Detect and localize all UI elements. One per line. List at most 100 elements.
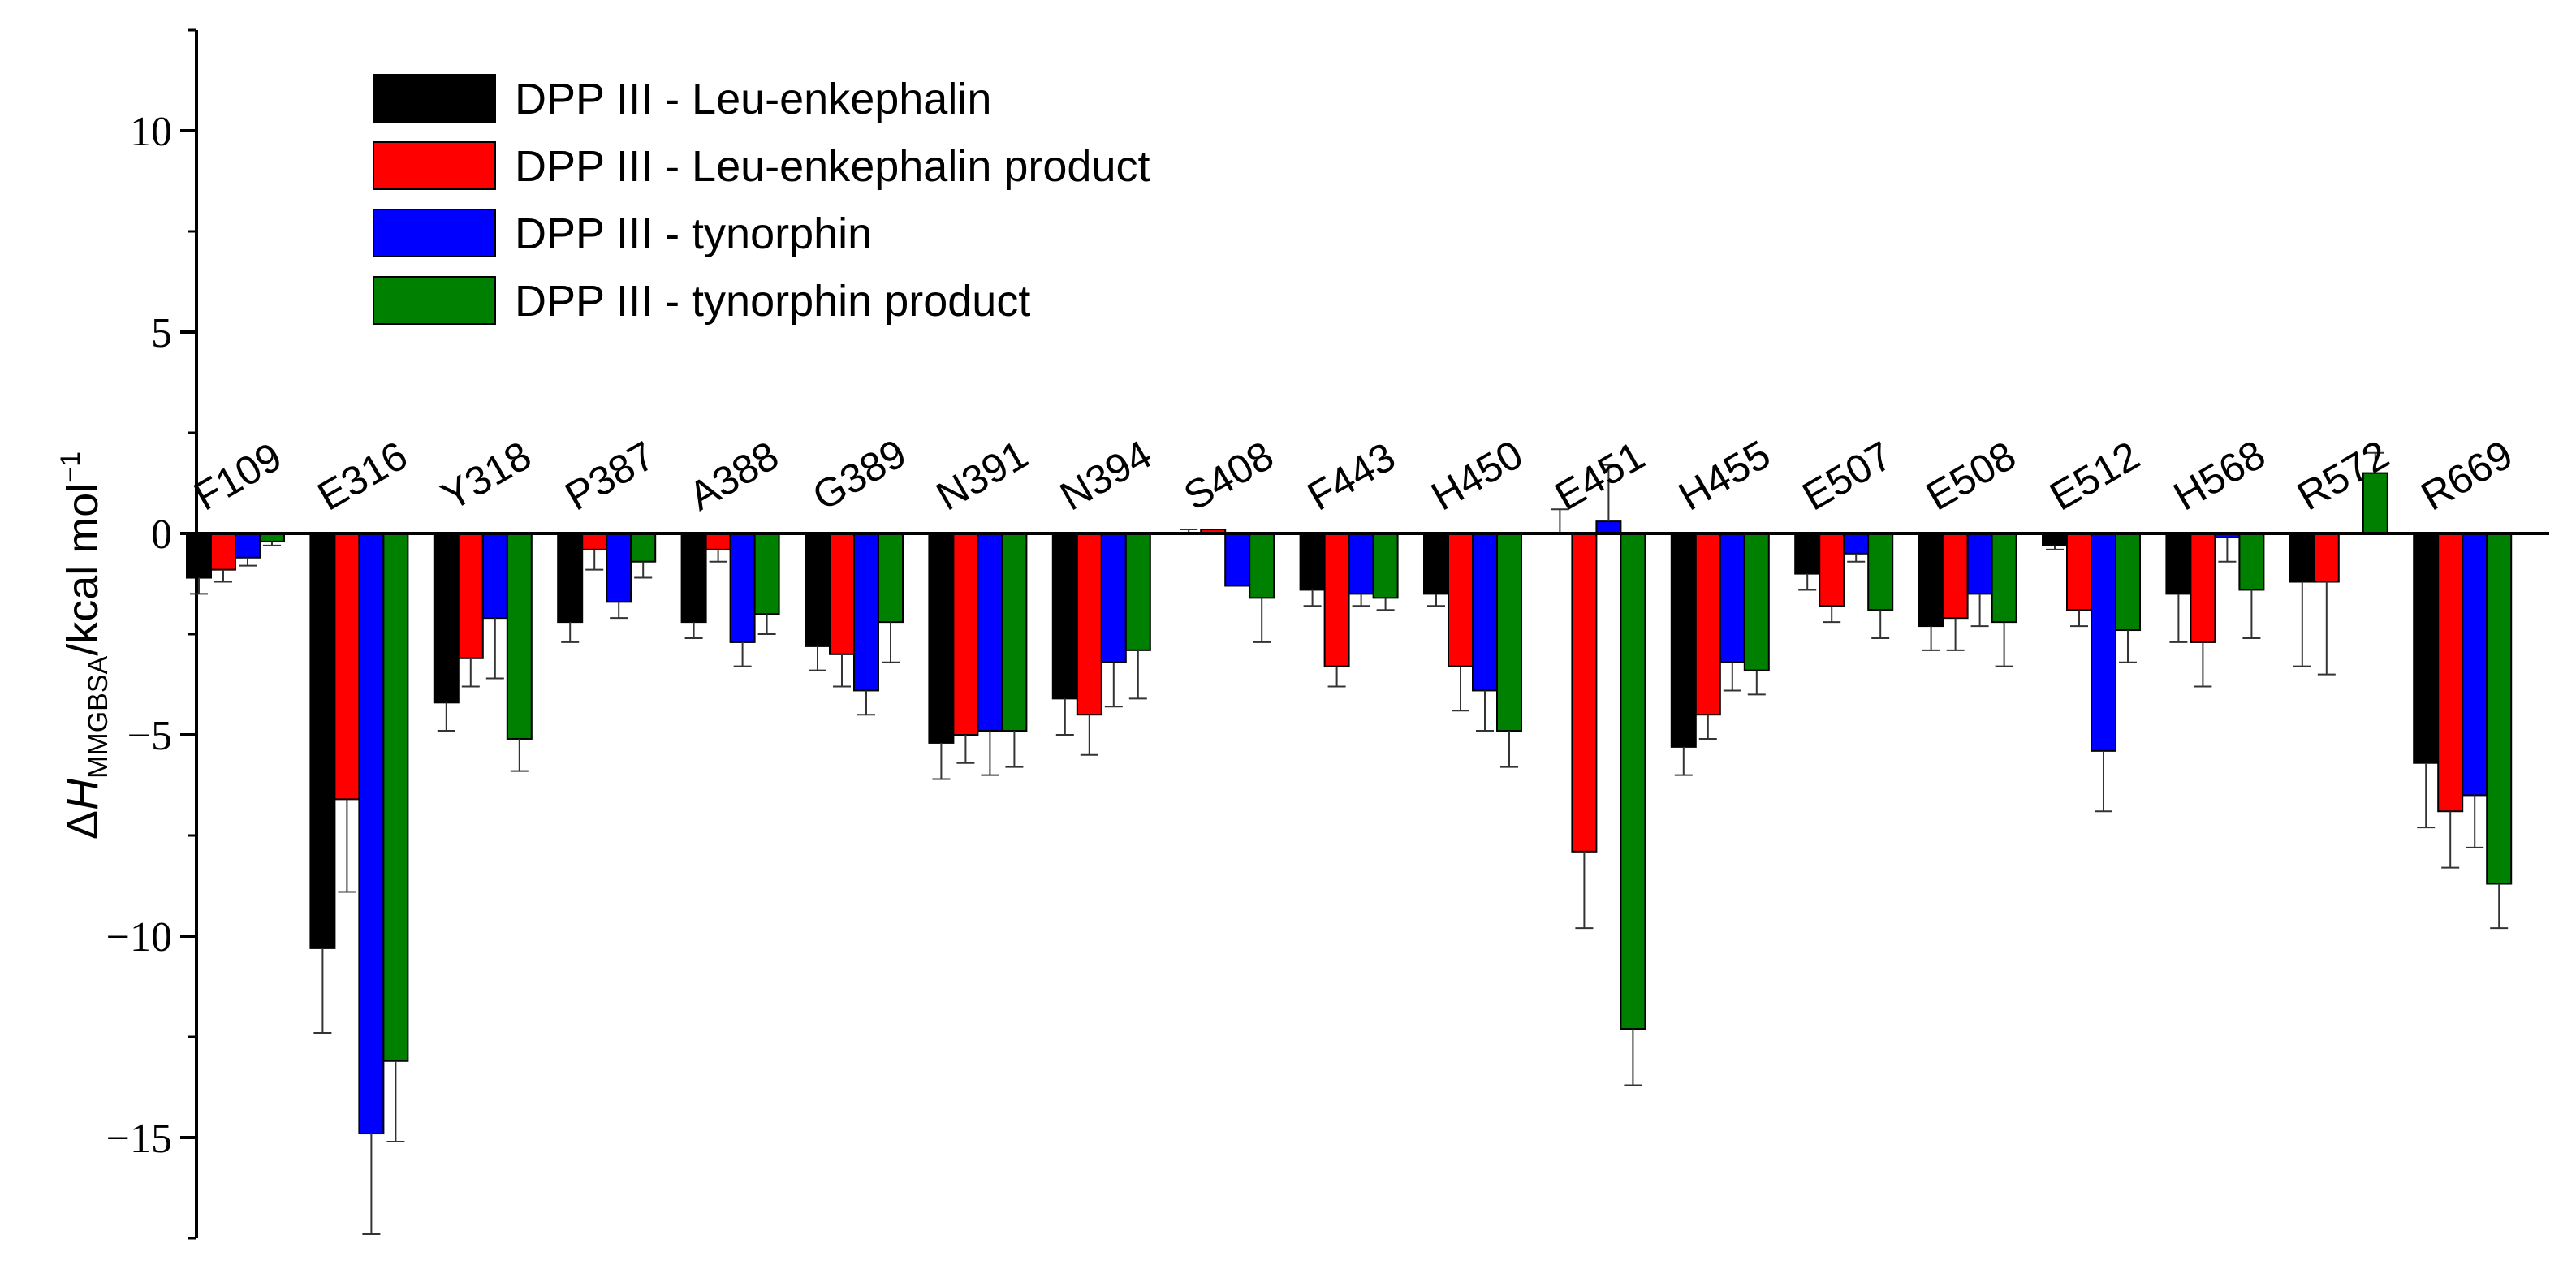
bar-Y318-series-3	[481, 533, 508, 620]
bar-R572-series-2	[2313, 533, 2340, 583]
bar-Y318-series-4	[506, 533, 533, 740]
bar-E508-series-3	[1966, 533, 1993, 595]
bar-E508-series-2	[1942, 533, 1969, 620]
bar-N391-series-1	[928, 533, 955, 744]
legend-label-2: DPP III - Leu-enkephalin product	[515, 142, 1150, 191]
bar-P387-series-2	[581, 533, 608, 550]
bar-E512-series-3	[2091, 533, 2116, 752]
legend-label-3: DPP III - tynorphin	[515, 209, 872, 258]
bar-H450-series-2	[1448, 533, 1474, 667]
error-bars-layer	[190, 451, 2509, 1236]
category-label-E451: E451	[1547, 433, 1652, 520]
bar-E316-series-3	[358, 533, 385, 1135]
bar-F109-series-3	[235, 533, 261, 559]
category-label-N391: N391	[929, 431, 1036, 519]
bar-E451-series-3	[1595, 520, 1622, 534]
legend-swatch-1	[373, 74, 496, 123]
category-label-F109: F109	[187, 434, 290, 519]
category-label-Y318: Y318	[434, 433, 538, 520]
bar-E512-series-2	[2066, 533, 2092, 611]
bar-R669-series-4	[2486, 533, 2513, 885]
bar-R572-series-1	[2289, 533, 2315, 583]
bar-A388-series-2	[705, 533, 731, 550]
bar-H455-series-1	[1670, 533, 1697, 748]
bar-A388-series-4	[753, 533, 780, 615]
y-tick-label: −15	[106, 1116, 172, 1162]
bar-E316-series-1	[309, 533, 336, 949]
y-axis: 10 5 0 −5 −10 −15	[106, 28, 198, 1240]
bar-Y318-series-1	[433, 533, 460, 704]
bar-N394-series-2	[1076, 533, 1102, 716]
bar-F443-series-3	[1348, 533, 1374, 595]
bar-A388-series-3	[729, 533, 756, 643]
bar-N391-series-4	[1001, 533, 1028, 732]
category-label-S408: S408	[1176, 433, 1281, 520]
category-label-F443: F443	[1300, 434, 1403, 519]
bar-F443-series-1	[1299, 533, 1326, 591]
bar-P387-series-4	[630, 533, 657, 563]
bar-N394-series-4	[1124, 533, 1151, 651]
bar-E508-series-4	[1991, 533, 2017, 624]
legend-swatch-2	[373, 141, 496, 190]
y-axis-title: ΔHMMGBSA/kcal mol−1	[55, 451, 114, 840]
category-label-R669: R669	[2414, 431, 2521, 519]
bar-H450-series-1	[1423, 533, 1449, 595]
bar-A388-series-1	[680, 533, 707, 624]
category-labels: F109 E316 Y318 P387 A388 G389 N391 N394 S408 F443…	[187, 430, 2521, 520]
category-label-H450: H450	[1424, 431, 1531, 519]
bar-N391-series-3	[977, 533, 1003, 732]
bar-H450-series-4	[1496, 533, 1522, 732]
bar-E451-series-2	[1571, 533, 1598, 853]
bar-F109-series-1	[186, 533, 212, 579]
y-axis-label: ΔHMMGBSA/kcal mol−1	[55, 451, 114, 840]
bar-P387-series-3	[606, 533, 632, 603]
bar-H450-series-3	[1472, 533, 1498, 692]
y-tick-label: 10	[130, 109, 172, 155]
bar-S408-series-4	[1249, 533, 1275, 599]
bar-E316-series-2	[334, 533, 360, 801]
bar-H568-series-4	[2238, 533, 2265, 591]
bar-F443-series-2	[1323, 533, 1350, 667]
bar-E507-series-1	[1794, 533, 1821, 575]
y-tick-label: −10	[106, 914, 172, 961]
bar-F109-series-2	[210, 533, 236, 571]
legend-label-4: DPP III - tynorphin product	[515, 277, 1030, 326]
bar-F443-series-4	[1372, 533, 1399, 599]
y-tick-label: 5	[151, 310, 172, 356]
bar-G389-series-4	[878, 533, 904, 624]
bar-H455-series-3	[1719, 533, 1745, 663]
bar-G389-series-1	[805, 533, 831, 647]
category-label-E316: E316	[310, 433, 415, 520]
bar-E316-series-4	[382, 533, 409, 1062]
bar-E512-series-4	[2115, 533, 2141, 632]
legend-swatch-4	[373, 276, 496, 325]
bar-N394-series-1	[1051, 533, 1078, 700]
bar-E512-series-1	[2042, 533, 2068, 546]
y-tick-label: −5	[127, 713, 172, 759]
category-label-H455: H455	[1671, 431, 1778, 519]
bar-Y318-series-2	[457, 533, 484, 659]
bar-E507-series-3	[1843, 533, 1870, 555]
y-tick-label: 0	[151, 512, 172, 558]
legend: DPP III - Leu-enkephalin DPP III - Leu-en…	[373, 74, 1150, 326]
bar-H455-series-2	[1694, 533, 1721, 716]
category-label-G389: G389	[805, 430, 914, 520]
bar-G389-series-2	[829, 533, 855, 655]
bars-layer	[186, 472, 2513, 1135]
bar-E508-series-1	[1918, 533, 1944, 628]
legend-swatch-3	[373, 209, 496, 257]
bar-R669-series-1	[2413, 533, 2440, 764]
category-label-H568: H568	[2166, 431, 2273, 519]
legend-label-1: DPP III - Leu-enkephalin	[515, 75, 991, 123]
bar-N394-series-3	[1100, 533, 1127, 663]
category-label-A388: A388	[681, 433, 786, 520]
bar-N391-series-2	[952, 533, 979, 736]
bar-E507-series-4	[1867, 533, 1894, 611]
bar-H455-series-4	[1743, 533, 1770, 671]
bar-R669-series-2	[2437, 533, 2464, 813]
bar-G389-series-3	[853, 533, 879, 692]
category-label-E512: E512	[2043, 433, 2147, 520]
category-label-P387: P387	[558, 433, 662, 520]
bar-E507-series-2	[1819, 533, 1845, 607]
